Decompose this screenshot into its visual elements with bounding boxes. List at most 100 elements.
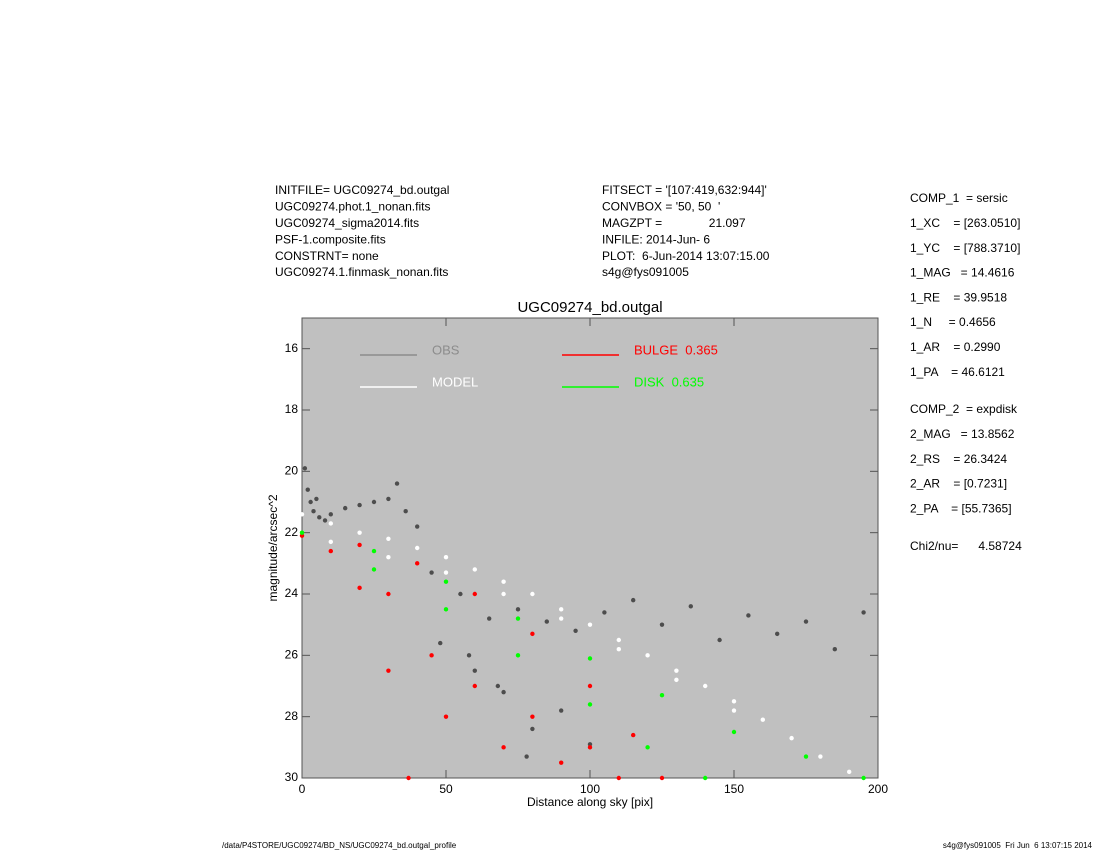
- data-point: [559, 760, 564, 765]
- data-point: [544, 619, 549, 624]
- data-point: [524, 754, 529, 759]
- data-point: [299, 533, 305, 538]
- data-point: [587, 702, 593, 707]
- data-point: [299, 530, 305, 535]
- data-point: [803, 754, 809, 759]
- info-line: UGC09274.phot.1_nonan.fits: [275, 200, 430, 214]
- data-point: [573, 628, 578, 633]
- data-point: [674, 677, 679, 683]
- data-point: [731, 729, 737, 735]
- data-point: [559, 607, 564, 612]
- data-point: [371, 499, 377, 505]
- data-point: [311, 509, 316, 514]
- data-point: [861, 610, 866, 615]
- data-point: [616, 775, 621, 781]
- data-point: [357, 585, 362, 591]
- data-point: [415, 561, 420, 566]
- data-point: [314, 496, 319, 502]
- data-point: [559, 616, 564, 621]
- data-point: [760, 717, 765, 722]
- data-point: [386, 668, 391, 673]
- data-point: [443, 555, 449, 560]
- plot-area: [301, 317, 879, 779]
- data-point: [371, 567, 377, 572]
- param-line: 2_MAG = 13.8562: [910, 427, 1015, 441]
- data-point: [530, 726, 535, 732]
- data-point: [415, 524, 420, 529]
- data-point: [386, 591, 391, 597]
- data-point: [386, 555, 391, 560]
- data-point: [394, 481, 400, 486]
- data-point: [415, 545, 420, 551]
- param-line: 1_N = 0.4656: [910, 315, 996, 329]
- legend-label: OBS: [432, 342, 460, 357]
- x-tick-label: 200: [868, 782, 888, 796]
- data-point: [587, 742, 593, 747]
- data-point: [703, 775, 708, 781]
- data-point: [299, 512, 305, 517]
- data-point: [631, 597, 636, 603]
- data-point: [746, 613, 751, 618]
- y-tick-label: 20: [285, 464, 299, 478]
- x-tick-label: 0: [299, 782, 306, 796]
- data-point: [386, 496, 391, 502]
- data-point: [458, 591, 463, 597]
- data-point: [501, 689, 506, 695]
- footer-stamp: s4g@fys091005 Fri Jun 6 13:07:15 2014: [943, 841, 1093, 850]
- data-point: [515, 607, 521, 612]
- y-tick-label: 28: [285, 709, 299, 723]
- data-point: [443, 607, 449, 612]
- data-point: [587, 622, 593, 627]
- param-line: 1_XC = [263.0510]: [910, 216, 1020, 230]
- data-point: [731, 708, 737, 713]
- data-point: [631, 732, 636, 738]
- param-line: 2_PA = [55.7365]: [910, 501, 1012, 515]
- data-point: [487, 616, 492, 621]
- data-point: [645, 745, 650, 750]
- param-line: 1_RE = 39.9518: [910, 290, 1007, 304]
- param-line: COMP_1 = sersic: [910, 191, 1008, 205]
- x-axis-label: Distance along sky [pix]: [527, 795, 653, 809]
- data-point: [861, 775, 866, 781]
- info-line: PLOT: 6-Jun-2014 13:07:15.00: [602, 249, 770, 263]
- data-point: [472, 567, 477, 572]
- data-point: [403, 509, 408, 514]
- data-point: [659, 775, 665, 781]
- x-tick-label: 100: [580, 782, 600, 796]
- data-point: [659, 622, 665, 627]
- info-line: UGC09274_sigma2014.fits: [275, 216, 419, 230]
- y-tick-label: 16: [285, 341, 299, 355]
- param-line: 2_AR = [0.7231]: [910, 477, 1007, 491]
- info-line: INFILE: 2014-Jun- 6: [602, 232, 710, 246]
- data-point: [308, 499, 313, 505]
- data-point: [371, 548, 377, 554]
- param-line: 2_RS = 26.3424: [910, 452, 1007, 466]
- data-point: [501, 591, 506, 597]
- y-tick-label: 26: [285, 648, 299, 662]
- legend-label: DISK 0.635: [634, 374, 704, 389]
- data-point: [587, 656, 593, 661]
- info-line: MAGZPT = 21.097: [602, 216, 746, 230]
- param-line: 1_YC = [788.3710]: [910, 241, 1020, 255]
- chart-title: UGC09274_bd.outgal: [517, 299, 662, 316]
- data-point: [495, 683, 501, 689]
- info-line: FITSECT = '[107:419,632:944]': [602, 183, 767, 197]
- data-point: [328, 539, 333, 545]
- x-tick-label: 50: [439, 782, 453, 796]
- data-point: [438, 640, 443, 646]
- data-point: [302, 466, 308, 471]
- data-point: [559, 708, 564, 713]
- legend-label: BULGE 0.365: [634, 342, 718, 357]
- data-point: [472, 683, 477, 689]
- data-point: [645, 653, 650, 658]
- info-line: CONSTRNT= none: [275, 249, 379, 263]
- data-point: [602, 610, 607, 615]
- data-point: [343, 505, 348, 511]
- data-point: [443, 570, 449, 575]
- data-point: [328, 512, 333, 517]
- x-tick-label: 150: [724, 782, 744, 796]
- data-point: [587, 745, 593, 750]
- data-point: [731, 699, 737, 704]
- y-tick-label: 30: [285, 770, 299, 784]
